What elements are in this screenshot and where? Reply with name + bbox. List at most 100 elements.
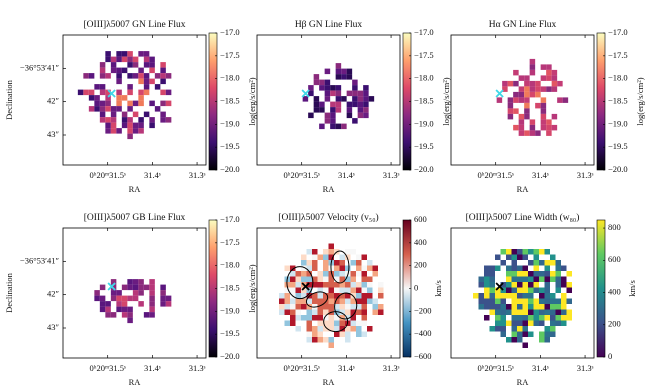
pixel [99, 62, 106, 68]
pixel [540, 124, 547, 131]
pixel [284, 309, 290, 315]
pixel [540, 102, 547, 109]
pixel [306, 260, 312, 266]
colorbar-tick-label: −600 [414, 351, 432, 361]
pixel [328, 315, 334, 321]
pixel [116, 73, 122, 79]
pixel [484, 315, 490, 321]
pixel [345, 282, 351, 288]
pixel [361, 276, 367, 282]
pixel [561, 309, 567, 315]
pixel [121, 56, 128, 63]
pixel [99, 295, 106, 302]
pixel [350, 287, 356, 293]
pixel [127, 106, 133, 112]
pixel [312, 326, 318, 332]
pixel [363, 101, 369, 108]
pixel [529, 86, 536, 92]
colorbar-tick-label: −17.5 [608, 50, 628, 60]
pixel [301, 265, 307, 271]
pixel-map [302, 63, 375, 130]
pixel [323, 276, 329, 282]
pixel [339, 265, 345, 271]
pixel [517, 254, 523, 260]
pixel [522, 298, 528, 304]
pixel [518, 97, 525, 103]
pixel [555, 315, 561, 321]
pixel [160, 67, 166, 74]
pixel [533, 282, 539, 288]
pixel [127, 133, 133, 140]
pixel [334, 320, 340, 326]
pixel [550, 293, 556, 299]
pixel [132, 73, 139, 79]
y-tick-label: 42″ [47, 289, 60, 299]
pixel [495, 309, 501, 315]
pixel [143, 62, 150, 68]
pixel [484, 271, 490, 277]
pixel [511, 315, 517, 321]
pixel [317, 337, 323, 343]
pixel [149, 117, 155, 123]
pixel [94, 106, 100, 112]
pixel [489, 293, 495, 299]
pixel [308, 85, 314, 91]
pixel [489, 298, 495, 304]
pixel [529, 130, 536, 136]
pixel [138, 301, 144, 307]
pixel [290, 309, 296, 315]
pixel [522, 282, 528, 288]
pixel [550, 331, 556, 337]
pixel [301, 260, 307, 266]
pixel [502, 86, 508, 92]
pixel [301, 293, 307, 299]
pixel [143, 284, 150, 291]
pixel [330, 123, 336, 130]
pixel [116, 95, 122, 101]
region-ellipse [286, 266, 314, 300]
pixel [561, 293, 567, 299]
y-tick-label: −36°53′41″ [20, 255, 60, 265]
pixel [566, 271, 572, 277]
pixel [522, 309, 528, 315]
pixel [149, 284, 155, 291]
pixel [356, 254, 362, 260]
pixel [121, 306, 128, 313]
pixel [550, 271, 556, 277]
pixel [290, 315, 296, 321]
pixel [328, 298, 334, 304]
pixel [306, 326, 312, 332]
pixel [522, 326, 528, 332]
pixel [517, 337, 523, 343]
pixel [127, 279, 133, 285]
pixel [138, 117, 144, 123]
x-tick-label: 0ʰ20ᵐ31.5ˢ [478, 170, 515, 180]
y-axis-label: Declination [4, 79, 14, 119]
pixel [529, 80, 536, 87]
pixel [513, 108, 519, 114]
colorbar-tick-label: −18.0 [220, 260, 240, 270]
pixel [313, 79, 320, 86]
pixel [339, 331, 345, 337]
pixel [566, 287, 572, 293]
pixel [127, 295, 133, 302]
pixel [328, 320, 334, 326]
pixel [165, 73, 172, 79]
pixel [478, 298, 484, 304]
pixel [555, 298, 561, 304]
pixel [324, 96, 331, 102]
pixel [290, 298, 296, 304]
pixel [367, 282, 373, 288]
colorbar-tick-label: −19.5 [608, 141, 628, 151]
pixel [143, 89, 150, 96]
pixel [132, 56, 139, 63]
pixel [323, 282, 329, 288]
pixel [345, 331, 351, 337]
pixel [544, 309, 550, 315]
pixel [317, 298, 323, 304]
pixel [317, 271, 323, 277]
x-tick-label: 0ʰ20ᵐ31.5ˢ [284, 363, 321, 373]
pixel [517, 320, 523, 326]
pixel [539, 304, 545, 310]
pixel [165, 100, 172, 107]
